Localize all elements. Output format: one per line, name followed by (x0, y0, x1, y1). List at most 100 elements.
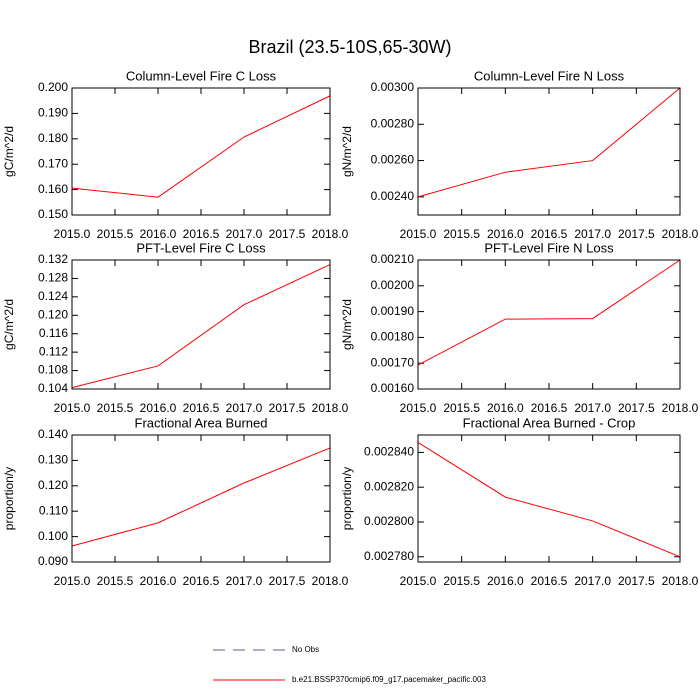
y-tick-label: 0.00200 (371, 278, 415, 292)
x-tick-label: 2017.5 (618, 227, 655, 241)
x-tick-label: 2016.5 (531, 401, 568, 415)
x-tick-label: 2016.5 (531, 227, 568, 241)
y-tick-label: 0.108 (38, 363, 68, 377)
legend-label: No Obs (292, 645, 319, 654)
y-tick-label: 0.002840 (364, 445, 414, 459)
x-tick-label: 2017.0 (574, 227, 611, 241)
data-line (71, 264, 331, 389)
x-tick-label: 2016.5 (183, 401, 220, 415)
x-tick-label: 2018.0 (312, 227, 349, 241)
plot-frame (417, 87, 681, 216)
y-axis-label: proportion/y (340, 467, 354, 530)
y-tick-label: 0.124 (38, 289, 68, 303)
y-tick-label: 0.200 (38, 80, 68, 94)
y-tick-label: 0.180 (38, 131, 68, 145)
x-tick-label: 2015.5 (443, 227, 480, 241)
y-tick-label: 0.002800 (364, 514, 414, 528)
y-tick-label: 0.160 (38, 182, 68, 196)
x-tick-label: 2015.5 (97, 574, 134, 588)
x-tick-label: 2017.5 (618, 401, 655, 415)
x-tick-label: 2015.0 (54, 401, 91, 415)
y-tick-label: 0.00160 (371, 381, 415, 395)
y-tick-label: 0.170 (38, 156, 68, 170)
x-tick-label: 2015.5 (443, 401, 480, 415)
x-tick-label: 2016.0 (487, 401, 524, 415)
y-tick-label: 0.140 (38, 427, 68, 441)
x-tick-label: 2017.5 (269, 401, 306, 415)
y-tick-label: 0.00170 (371, 355, 415, 369)
x-tick-label: 2016.0 (140, 401, 177, 415)
y-tick-label: 0.00300 (371, 80, 415, 94)
chart-title: PFT-Level Fire N Loss (484, 240, 614, 255)
chart-title: PFT-Level Fire C Loss (136, 240, 266, 255)
figure-title: Brazil (23.5-10S,65-30W) (248, 37, 451, 57)
y-tick-label: 0.104 (38, 381, 68, 395)
x-tick-label: 2016.0 (140, 227, 177, 241)
x-tick-label: 2017.5 (618, 574, 655, 588)
y-tick-label: 0.116 (39, 326, 68, 340)
y-tick-label: 0.00240 (371, 189, 415, 203)
y-axis-label: gN/m^2/d (340, 126, 354, 177)
chart-title: Fractional Area Burned - Crop (463, 415, 636, 430)
x-tick-label: 2015.5 (97, 401, 134, 415)
plot-frame (71, 87, 331, 216)
chart-title: Column-Level Fire C Loss (126, 68, 277, 83)
chart-title: Column-Level Fire N Loss (474, 68, 625, 83)
y-tick-label: 0.120 (38, 478, 68, 492)
plot-frame (417, 434, 681, 563)
x-tick-label: 2018.0 (312, 574, 349, 588)
data-line (417, 442, 681, 558)
x-tick-label: 2018.0 (662, 227, 699, 241)
x-tick-label: 2018.0 (312, 401, 349, 415)
y-axis-label: gC/m^2/d (2, 299, 16, 350)
legend-label: b.e21.BSSP370cmip6.f09_g17.pacemaker_pac… (292, 675, 486, 684)
x-tick-label: 2017.0 (574, 574, 611, 588)
y-axis-label: gN/m^2/d (340, 299, 354, 350)
plot-frame (417, 259, 681, 390)
chart-title: Fractional Area Burned (135, 415, 268, 430)
y-tick-label: 0.00180 (371, 330, 415, 344)
data-line (417, 87, 681, 198)
y-tick-label: 0.00210 (371, 252, 415, 266)
x-tick-label: 2015.5 (443, 574, 480, 588)
y-tick-label: 0.00280 (371, 116, 415, 130)
x-tick-label: 2015.5 (97, 227, 134, 241)
y-tick-label: 0.110 (39, 503, 68, 517)
x-tick-label: 2015.0 (54, 574, 91, 588)
y-tick-label: 0.00260 (371, 153, 415, 167)
y-tick-label: 0.150 (38, 207, 68, 221)
y-tick-label: 0.100 (38, 529, 68, 543)
x-tick-label: 2016.0 (140, 574, 177, 588)
y-tick-label: 0.090 (38, 554, 68, 568)
y-tick-label: 0.128 (38, 271, 68, 285)
x-tick-label: 2017.5 (269, 227, 306, 241)
y-tick-label: 0.130 (38, 453, 68, 467)
x-tick-label: 2018.0 (662, 574, 699, 588)
x-tick-label: 2016.5 (183, 574, 220, 588)
x-tick-label: 2017.0 (226, 401, 263, 415)
y-tick-label: 0.132 (38, 252, 68, 266)
plot-frame (71, 259, 331, 390)
x-tick-label: 2017.5 (269, 574, 306, 588)
y-tick-label: 0.120 (38, 307, 68, 321)
plot-frame (71, 434, 331, 563)
y-tick-label: 0.112 (39, 344, 68, 358)
x-tick-label: 2016.5 (183, 227, 220, 241)
y-axis-label: proportion/y (2, 467, 16, 530)
x-tick-label: 2015.0 (400, 574, 437, 588)
x-tick-label: 2018.0 (662, 401, 699, 415)
data-line (417, 259, 681, 366)
x-tick-label: 2015.0 (400, 227, 437, 241)
data-line (71, 447, 331, 547)
y-axis-label: gC/m^2/d (2, 126, 16, 177)
data-line (71, 95, 331, 198)
y-tick-label: 0.002820 (364, 479, 414, 493)
x-tick-label: 2017.0 (226, 227, 263, 241)
x-tick-label: 2016.0 (487, 574, 524, 588)
y-tick-label: 0.190 (38, 106, 68, 120)
y-tick-label: 0.002780 (364, 549, 414, 563)
x-tick-label: 2015.0 (54, 227, 91, 241)
x-tick-label: 2016.5 (531, 574, 568, 588)
